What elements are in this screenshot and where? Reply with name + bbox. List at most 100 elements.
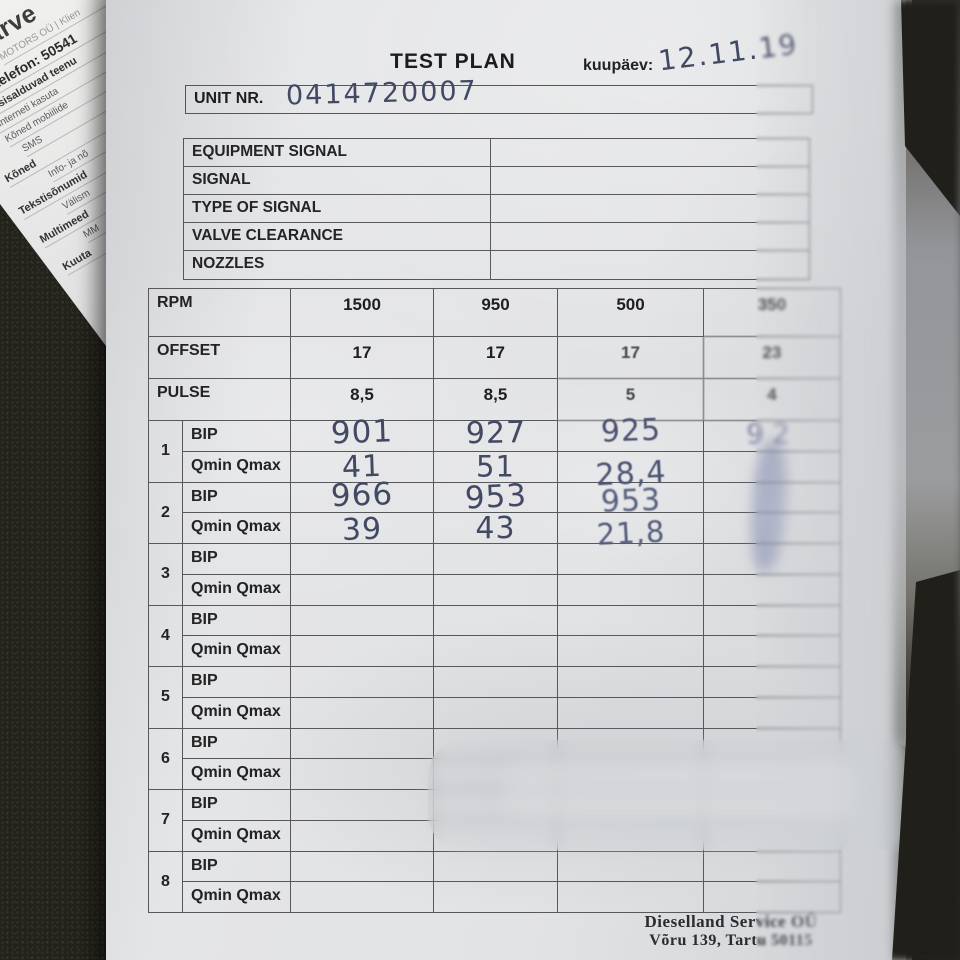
qmin-value-cell: 41	[291, 448, 434, 485]
qmin-row: Qmin Qmax	[183, 574, 841, 606]
bip-value-cell	[291, 667, 434, 698]
pulse-value: 8,5	[291, 379, 434, 421]
unit-number-handwritten-value: 0414720007	[285, 75, 479, 112]
bip-value-cell	[291, 544, 434, 575]
test-row-group-4: 4 BIP Qmin Qmax	[149, 605, 841, 667]
bip-row: BIP	[183, 851, 841, 883]
rpm-value: 950	[434, 289, 558, 337]
qmin-value-cell: 21,8	[558, 513, 704, 552]
rpm-value: 1500	[291, 289, 434, 337]
qmin-value-cell: 51	[434, 449, 558, 483]
bip-value-cell	[291, 851, 434, 883]
bip-label: BIP	[183, 790, 291, 821]
row-group-cells: BIP 901 927 925 92 Qmin Qmax 41 51 28,4	[183, 412, 841, 493]
bip-value-cell: 966	[291, 477, 434, 515]
bip-value-cell	[434, 851, 558, 883]
pulse-label: PULSE	[149, 379, 291, 421]
qmin-label: Qmin Qmax	[183, 574, 291, 606]
qmin-value-cell	[558, 574, 704, 606]
row-number: 1	[149, 421, 183, 483]
qmin-label: Qmin Qmax	[183, 820, 291, 852]
pulse-value: 8,5	[434, 379, 558, 421]
qmin-value-cell	[434, 574, 558, 606]
info-row-type-of-signal: TYPE OF SIGNAL	[184, 195, 809, 223]
qmin-value-cell	[291, 574, 434, 606]
qmin-row: Qmin Qmax 39 43 21,8	[183, 511, 841, 552]
qmin-label: Qmin Qmax	[183, 451, 291, 483]
qmin-value-cell	[291, 636, 434, 667]
test-row-group-3: 3 BIP Qmin Qmax	[149, 544, 841, 606]
qmin-value-cell	[434, 636, 558, 667]
offset-value: 17	[291, 337, 434, 379]
bip-label: BIP	[183, 482, 291, 514]
bip-label: BIP	[183, 421, 291, 452]
row-number: 2	[149, 482, 183, 544]
bip-value-cell: 927	[434, 415, 558, 452]
test-row-group-1: 1 BIP 901 927 925 92 Qmin Qmax 41 51 28,…	[149, 412, 841, 493]
row-group-cells: BIP Qmin Qmax	[183, 544, 841, 606]
row-number: 3	[149, 544, 183, 606]
paper-fold-highlight	[505, 758, 855, 822]
bip-value-cell	[558, 544, 704, 575]
row-group-cells: BIP 966 953 953 Qmin Qmax 39 43 21,8	[183, 477, 841, 552]
pulse-header-row: PULSE 8,5 8,5 5 4	[149, 379, 841, 421]
bip-row: BIP 901 927 925 92	[183, 412, 841, 452]
bip-label: BIP	[183, 851, 291, 883]
offset-value: 17	[434, 337, 558, 379]
info-row-label: EQUIPMENT SIGNAL	[184, 139, 491, 166]
bip-value-cell	[434, 544, 558, 575]
qmin-label: Qmin Qmax	[183, 636, 291, 667]
bip-value-cell: 901	[291, 413, 434, 452]
bip-value-cell	[434, 667, 558, 698]
bip-label: BIP	[183, 605, 291, 637]
qmin-label: Qmin Qmax	[183, 697, 291, 729]
unit-number-label: UNIT NR.	[194, 90, 264, 107]
bip-value-cell	[291, 728, 434, 760]
info-row-label: VALVE CLEARANCE	[184, 223, 491, 250]
qmin-value-cell	[558, 697, 704, 729]
qmin-row: Qmin Qmax	[183, 636, 841, 667]
info-row-label: SIGNAL	[184, 167, 491, 194]
date-label: kuupäev:	[583, 57, 654, 74]
qmin-value-cell	[558, 636, 704, 667]
row-group-cells: BIP Qmin Qmax	[183, 667, 841, 729]
qmin-value-cell: 28,4	[558, 451, 704, 493]
bip-label: BIP	[183, 728, 291, 760]
bip-value-cell	[558, 667, 704, 698]
offset-value: 17	[558, 337, 704, 379]
bip-row: BIP	[183, 605, 841, 637]
bip-row: BIP 966 953 953	[183, 477, 841, 520]
bip-value-cell: 925	[558, 412, 704, 452]
qmin-value-cell	[291, 820, 434, 852]
info-row-label: TYPE OF SIGNAL	[184, 195, 491, 222]
qmin-value-cell	[291, 759, 434, 790]
offset-label: OFFSET	[149, 337, 291, 379]
page-title: TEST PLAN	[390, 50, 516, 73]
info-row-nozzles: NOZZLES	[184, 251, 809, 279]
qmin-value-cell	[434, 697, 558, 729]
qmin-value-cell	[291, 697, 434, 729]
info-row-label: NOZZLES	[184, 251, 491, 279]
qmin-label: Qmin Qmax	[183, 882, 291, 913]
rpm-header-row: RPM 1500 950 500 350	[149, 289, 841, 337]
bip-value-cell	[291, 605, 434, 637]
qmin-value-cell: 39	[291, 512, 434, 548]
qmin-value-cell	[558, 882, 704, 913]
bip-label: BIP	[183, 667, 291, 698]
test-row-group-2: 2 BIP 966 953 953 Qmin Qmax 39 43 21,8	[149, 477, 841, 552]
qmin-value-cell: 43	[434, 511, 558, 546]
equipment-info-table: EQUIPMENT SIGNAL SIGNAL TYPE OF SIGNAL V…	[183, 138, 810, 280]
test-row-group-8: 8 BIP Qmin Qmax	[149, 851, 841, 913]
row-number: 7	[149, 790, 183, 852]
row-group-cells: BIP Qmin Qmax	[183, 605, 841, 667]
bip-row: BIP	[183, 667, 841, 698]
bip-value-cell	[291, 790, 434, 821]
rpm-value: 500	[558, 289, 704, 337]
rpm-label: RPM	[149, 289, 291, 337]
bip-value-cell	[558, 605, 704, 637]
qmin-row: Qmin Qmax	[183, 882, 841, 913]
row-number: 4	[149, 605, 183, 667]
pulse-value: 5	[558, 379, 704, 421]
info-row-valve-clearance: VALVE CLEARANCE	[184, 223, 809, 251]
